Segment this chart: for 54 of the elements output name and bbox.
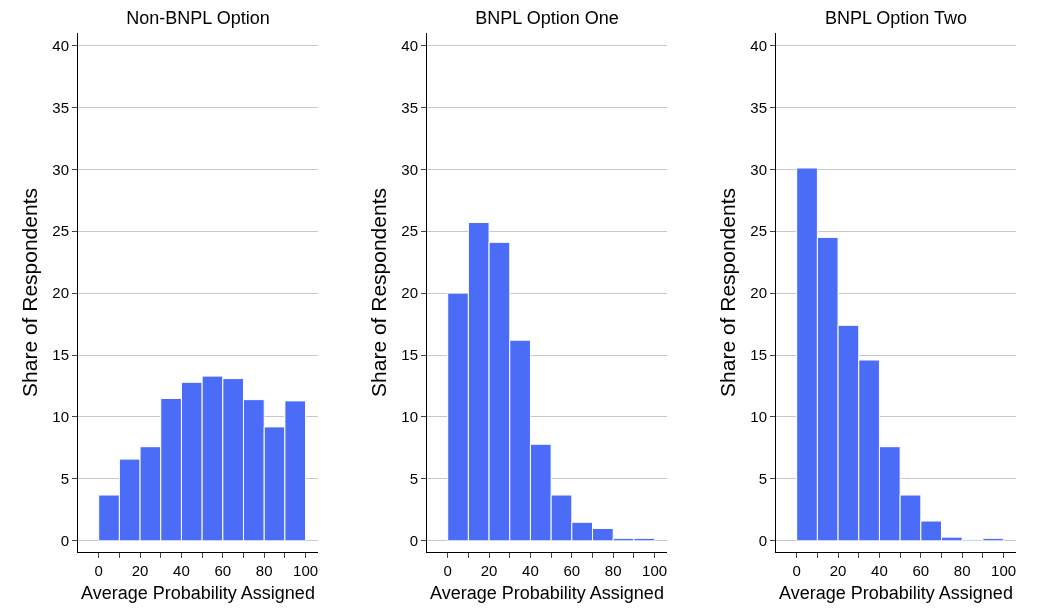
y-tick-label: 0 [60,532,69,550]
x-tick-label: 0 [94,562,103,579]
y-tick-label: 10 [401,408,418,426]
y-tick-label: 40 [750,36,767,54]
x-tick-label: 100 [642,562,668,579]
x-tick-label: 60 [563,562,581,579]
x-tick-label: 80 [255,562,273,579]
y-tick-label: 0 [409,532,418,550]
x-tick-label: 60 [912,562,930,579]
y-tick-label: 5 [60,470,69,488]
y-tick-label: 0 [758,532,767,550]
y-tick-label: 35 [401,98,418,116]
y-tick-label: 5 [409,470,418,488]
x-tick-label: 40 [522,562,539,579]
y-tick-label: 30 [52,160,69,178]
y-tick-label: 30 [401,160,418,178]
y-tick-label: 20 [401,284,418,302]
chart-title: Non-BNPL Option [126,8,270,29]
x-tick-label: 80 [953,562,971,579]
y-axis-title: Share of Respondents [367,188,391,397]
y-tick-label: 15 [750,346,767,364]
x-tick-label: 20 [480,562,498,579]
x-tick-label: 20 [131,562,149,579]
y-tick-label: 35 [750,98,767,116]
y-tick-label: 40 [401,36,418,54]
y-axis-title: Share of Respondents [18,188,42,397]
x-tick-label: 100 [293,562,319,579]
y-tick-label: 40 [52,36,69,54]
y-tick-label: 30 [750,160,767,178]
x-tick-label: 20 [829,562,847,579]
x-axis-title: Average Probability Assigned [430,583,664,604]
y-axis-title: Share of Respondents [716,188,740,397]
x-tick-label: 100 [991,562,1017,579]
y-tick-label: 25 [52,222,69,240]
x-tick-label: 80 [604,562,622,579]
y-tick-label: 5 [758,470,767,488]
y-tick-label: 15 [401,346,418,364]
y-tick-label: 10 [750,408,767,426]
x-tick-label: 60 [214,562,232,579]
y-tick-label: 35 [52,98,69,116]
y-tick-label: 15 [52,346,69,364]
x-tick-label: 40 [871,562,888,579]
chart-title: BNPL Option Two [824,8,968,29]
x-tick-label: 0 [792,562,801,579]
chart-title: BNPL Option One [475,8,619,29]
y-tick-label: 25 [750,222,767,240]
x-tick-label: 0 [443,562,452,579]
y-tick-label: 25 [401,222,418,240]
y-tick-label: 20 [750,284,767,302]
y-tick-label: 20 [52,284,69,302]
x-tick-label: 40 [173,562,190,579]
x-axis-title: Average Probability Assigned [779,583,1013,604]
x-axis-title: Average Probability Assigned [81,583,315,604]
y-tick-label: 10 [52,408,69,426]
